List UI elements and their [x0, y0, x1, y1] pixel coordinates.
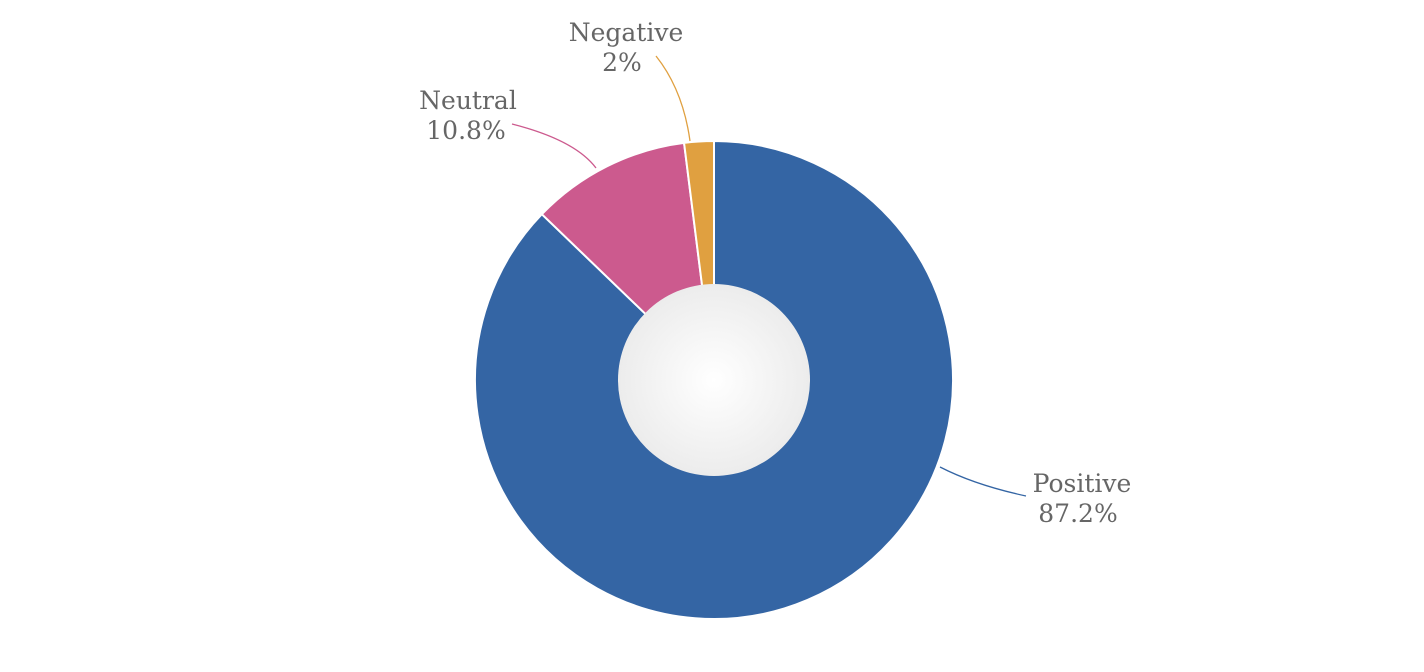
- slice-value-label-positive: 87.2%: [1038, 499, 1117, 528]
- leader-line-neutral: [511, 123, 597, 169]
- leader-line-positive: [939, 466, 1027, 497]
- slice-category-label-neutral: Neutral: [419, 86, 517, 115]
- slice-value-label-negative: 2%: [602, 48, 642, 77]
- slice-category-label-negative: Negative: [569, 18, 684, 47]
- leader-line-negative: [655, 55, 691, 142]
- leaders-layer: [511, 55, 1027, 497]
- donut-hole: [618, 284, 810, 476]
- slice-value-label-neutral: 10.8%: [426, 116, 505, 145]
- slice-category-label-positive: Positive: [1033, 469, 1132, 498]
